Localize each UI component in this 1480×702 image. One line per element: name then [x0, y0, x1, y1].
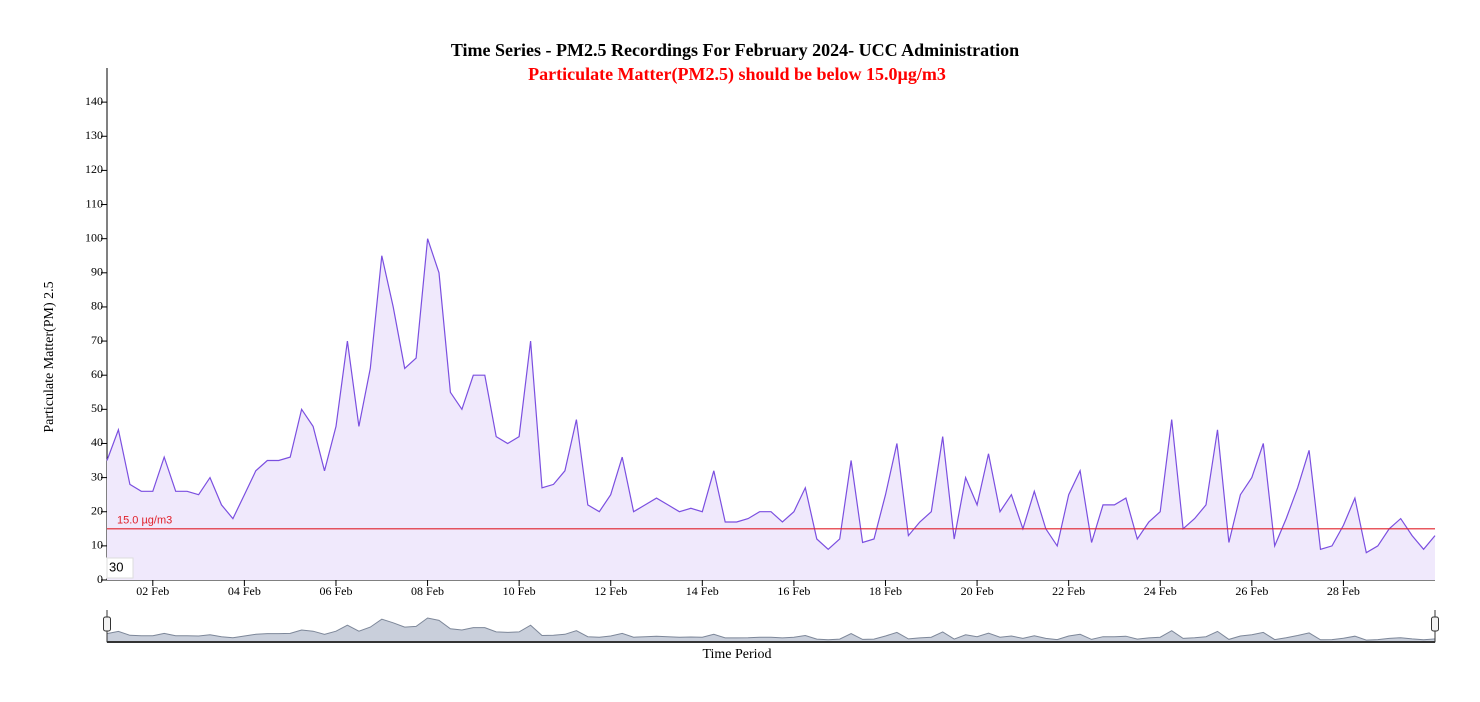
y-tick-label: 90	[91, 265, 103, 279]
x-tick-label: 18 Feb	[869, 584, 902, 598]
y-tick-label: 120	[85, 162, 103, 176]
line	[106, 238, 1436, 554]
x-tick-label: 22 Feb	[1052, 584, 1085, 598]
x-tick-label: 26 Feb	[1235, 584, 1268, 598]
navigator-handle[interactable]	[1431, 616, 1439, 632]
navigator-area	[106, 617, 1436, 643]
y-tick-label: 0	[97, 572, 103, 586]
y-axis-label: Particulate Matter(PM) 2.5	[42, 281, 57, 432]
chart-subtitle: Particulate Matter(PM2.5) should be belo…	[528, 64, 946, 85]
x-tick-label: 20 Feb	[961, 584, 994, 598]
x-tick-label: 12 Feb	[594, 584, 627, 598]
y-tick-label: 110	[85, 196, 103, 210]
x-axis-label: Time Period	[702, 647, 771, 662]
y-tick-label: 130	[85, 128, 103, 142]
area	[107, 238, 1435, 580]
threshold-label: 15.0 µg/m3	[117, 515, 172, 527]
x-tick-label: 14 Feb	[686, 584, 719, 598]
x-tick-label: 02 Feb	[136, 584, 169, 598]
x-tick-label: 04 Feb	[228, 584, 261, 598]
x-tick-label: 24 Feb	[1144, 584, 1177, 598]
x-tick-label: 08 Feb	[411, 584, 444, 598]
y-tick-label: 140	[85, 94, 103, 108]
y-tick-label: 10	[91, 538, 103, 552]
x-tick-label: 10 Feb	[503, 584, 536, 598]
y-tick-label: 40	[91, 435, 103, 449]
y-tick-label: 70	[91, 333, 103, 347]
x-tick-label: 06 Feb	[319, 584, 352, 598]
x-tick-label: 28 Feb	[1327, 584, 1360, 598]
y-tick-label: 50	[91, 401, 103, 415]
chart-title: Time Series - PM2.5 Recordings For Febru…	[451, 40, 1019, 60]
y-tick-label: 60	[91, 367, 103, 381]
y-tick-label: 80	[91, 299, 103, 313]
navigator-handle[interactable]	[103, 616, 111, 632]
y-tick-label: 30	[91, 469, 103, 483]
y-tick-label: 100	[85, 230, 103, 244]
range-box-text: 30	[109, 559, 123, 574]
range-box	[106, 557, 134, 579]
x-tick-label: 16 Feb	[777, 584, 810, 598]
y-tick-label: 20	[91, 503, 103, 517]
